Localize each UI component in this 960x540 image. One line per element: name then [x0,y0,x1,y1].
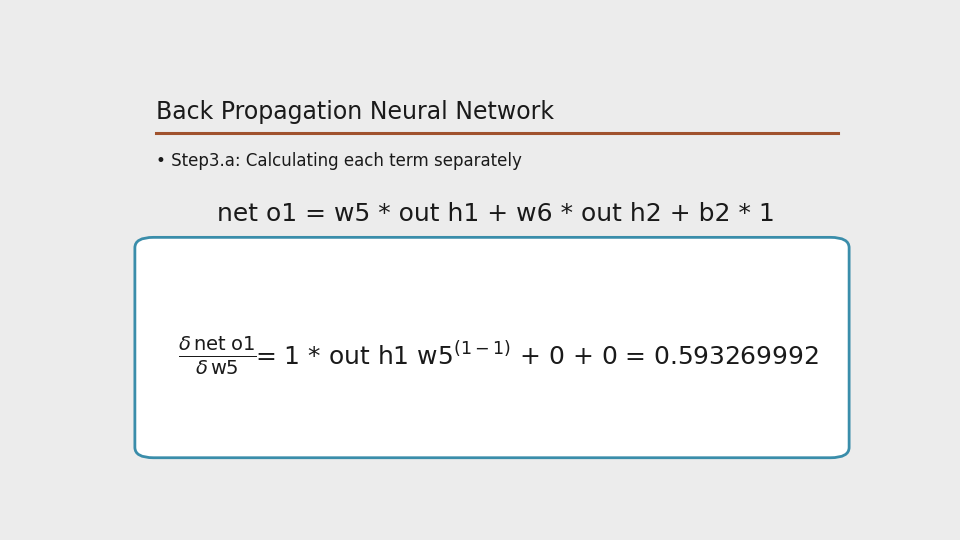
Text: net o1 = w5 * out h1 + w6 * out h2 + b2 * 1: net o1 = w5 * out h1 + w6 * out h2 + b2 … [217,202,775,226]
Text: = 1 * out h1 w5$^{(1-1)}$ + 0 + 0 = 0.593269992: = 1 * out h1 w5$^{(1-1)}$ + 0 + 0 = 0.59… [254,342,819,370]
Text: $\frac{\delta\,\mathrm{net\;o1}}{\delta\,\mathrm{w5}}$: $\frac{\delta\,\mathrm{net\;o1}}{\delta\… [178,335,256,377]
FancyBboxPatch shape [134,238,850,458]
Text: • Step3.a: Calculating each term separately: • Step3.a: Calculating each term separat… [156,152,521,170]
Text: Back Propagation Neural Network: Back Propagation Neural Network [156,100,554,124]
